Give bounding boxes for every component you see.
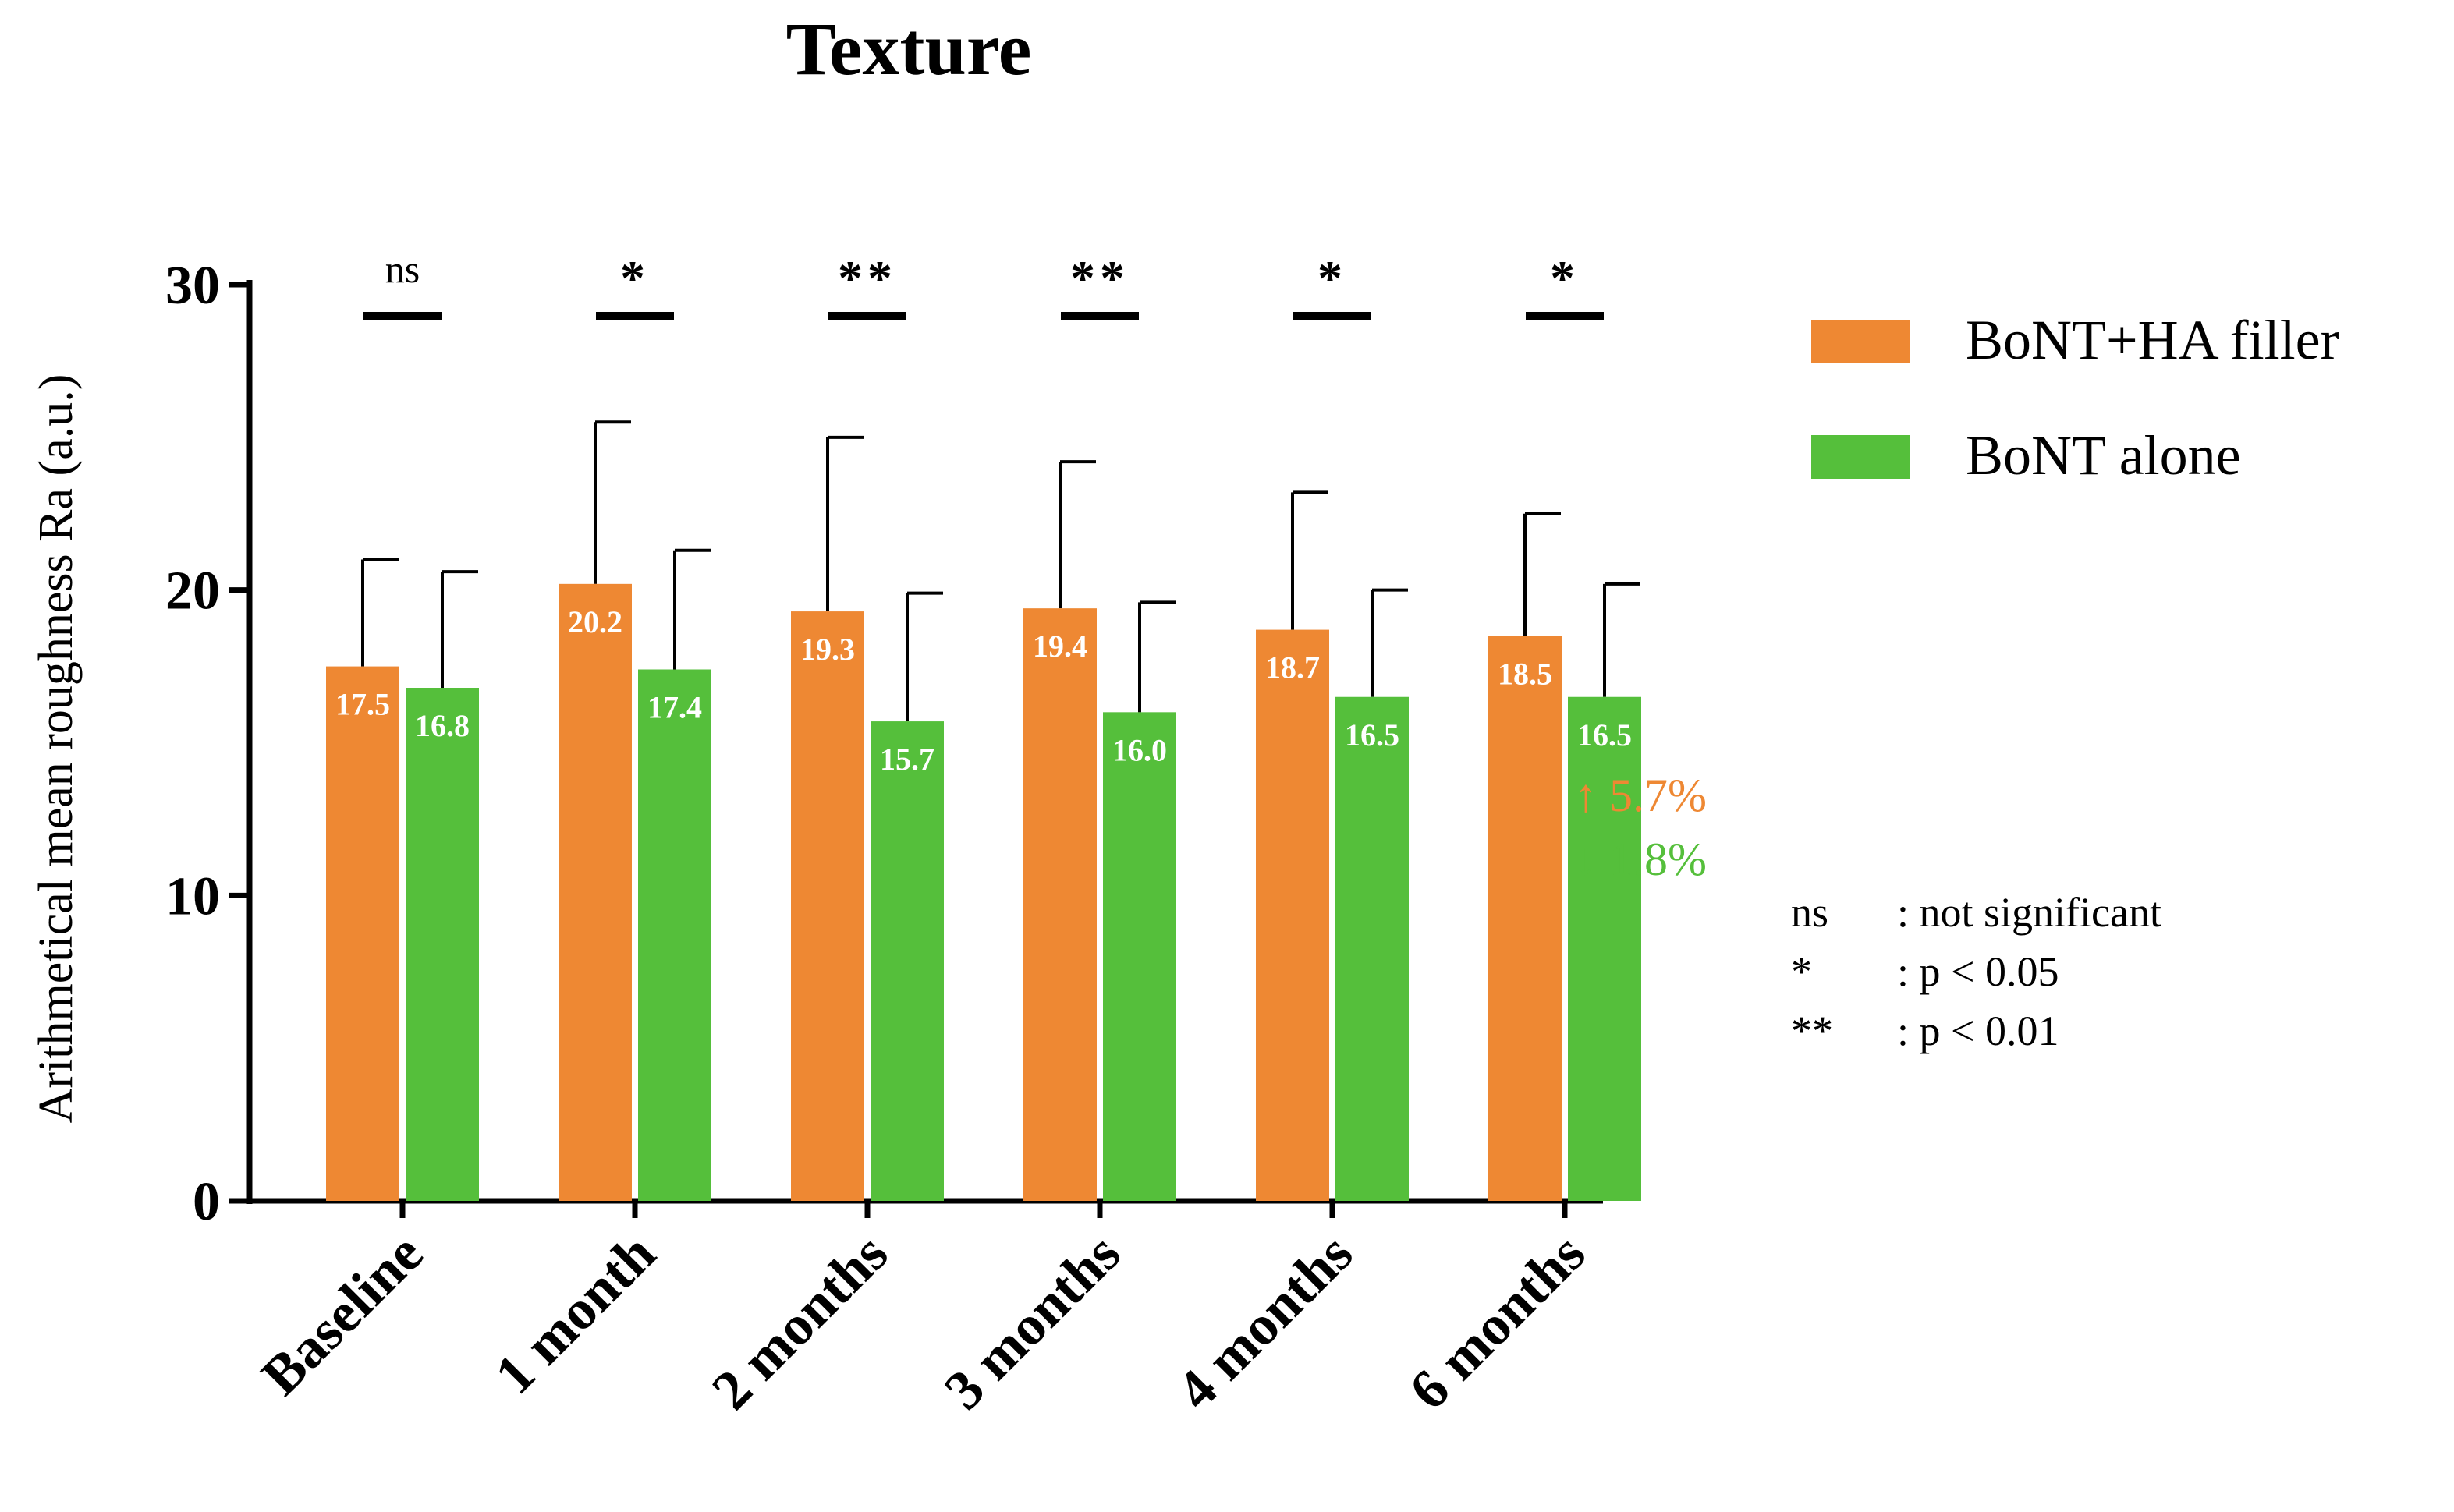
bar-value-label: 19.4 bbox=[1033, 629, 1087, 664]
bar-value-label: 15.7 bbox=[880, 742, 934, 777]
y-tick-label: 20 bbox=[165, 561, 220, 621]
significance-key: ns : not significant * : p < 0.05 ** : p < 0.… bbox=[1791, 889, 2161, 1054]
legend-label: BoNT+HA filler bbox=[1966, 309, 2339, 371]
bar bbox=[1568, 696, 1641, 1201]
sig-key-symbol: ns bbox=[1791, 889, 1828, 936]
change-annotations: ↑ 5.7% ↓ 1.8% bbox=[1574, 770, 1707, 885]
bar-value-label: 18.5 bbox=[1498, 656, 1552, 691]
sig-key-symbol: * bbox=[1791, 948, 1812, 995]
sig-key-meaning: : p < 0.05 bbox=[1897, 948, 2059, 995]
bar bbox=[559, 583, 632, 1201]
x-tick-label: Baseline bbox=[250, 1222, 435, 1408]
bar bbox=[871, 721, 944, 1201]
x-tick-label: 4 months bbox=[1165, 1222, 1364, 1422]
legend-swatch bbox=[1811, 435, 1910, 479]
bar bbox=[1335, 696, 1409, 1201]
sig-key-meaning: : not significant bbox=[1897, 889, 2161, 936]
bar bbox=[326, 666, 399, 1201]
significance-marker: * bbox=[1317, 250, 1347, 306]
legend: BoNT+HA filler BoNT alone bbox=[1811, 309, 2339, 487]
bar-value-label: 16.5 bbox=[1345, 717, 1399, 752]
bar-value-label: 16.0 bbox=[1112, 732, 1167, 767]
bar bbox=[1103, 712, 1176, 1201]
decrease-annotation: ↓ 1.8% bbox=[1574, 834, 1707, 885]
increase-annotation: ↑ 5.7% bbox=[1574, 770, 1707, 821]
bar-value-label: 18.7 bbox=[1265, 650, 1320, 685]
x-tick-label: 6 months bbox=[1397, 1222, 1597, 1422]
bar bbox=[791, 611, 864, 1201]
significance-marker: * bbox=[1550, 250, 1580, 306]
y-tick-label: 10 bbox=[165, 866, 220, 926]
significance-marker: * bbox=[620, 250, 650, 306]
plot-area: 0 10 20 30 17.5 16.8 ns Baseline 20.2 17.4 * 1 mont… bbox=[165, 247, 1641, 1422]
chart-title: Texture bbox=[786, 7, 1032, 90]
sig-key-symbol: ** bbox=[1791, 1007, 1833, 1054]
bar-value-label: 20.2 bbox=[568, 604, 622, 639]
x-tick-label: 1 month bbox=[483, 1222, 667, 1406]
x-tick-label: 3 months bbox=[932, 1222, 1132, 1422]
significance-marker: ns bbox=[385, 247, 420, 291]
legend-label: BoNT alone bbox=[1966, 424, 2241, 487]
bar-value-label: 19.3 bbox=[800, 632, 855, 667]
y-axis-label: Arithmetical mean roughness Ra (a.u.) bbox=[30, 374, 83, 1124]
bar-value-label: 17.4 bbox=[647, 690, 702, 725]
bar bbox=[1256, 629, 1329, 1201]
legend-swatch bbox=[1811, 320, 1910, 363]
bar bbox=[1488, 636, 1562, 1201]
sig-key-meaning: : p < 0.01 bbox=[1897, 1007, 2059, 1054]
bar-value-label: 17.5 bbox=[335, 687, 390, 722]
bar-value-label: 16.5 bbox=[1577, 717, 1632, 752]
bar bbox=[1023, 608, 1097, 1201]
bar-value-label: 16.8 bbox=[415, 708, 470, 743]
significance-marker: ** bbox=[838, 250, 897, 306]
y-tick-label: 30 bbox=[165, 256, 220, 316]
significance-marker: ** bbox=[1070, 250, 1129, 306]
y-tick-label: 0 bbox=[193, 1172, 220, 1232]
bar bbox=[638, 669, 711, 1201]
bar bbox=[406, 688, 479, 1201]
x-tick-label: 2 months bbox=[700, 1222, 899, 1422]
